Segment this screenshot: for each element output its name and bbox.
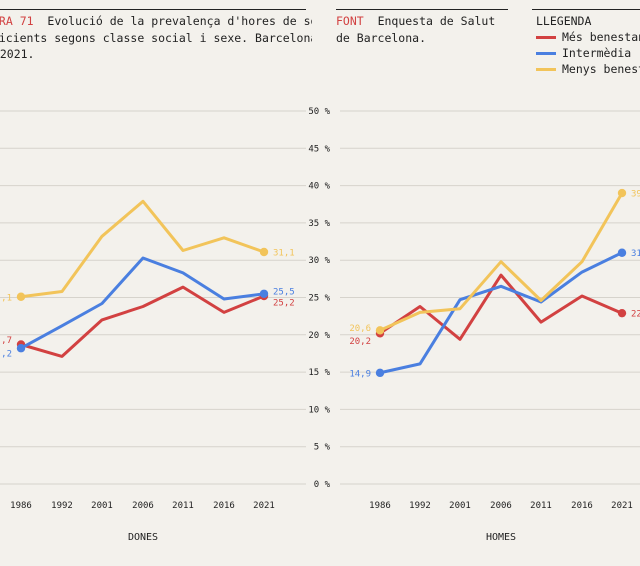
x-tick-label: 2011 (530, 501, 552, 511)
data-label: 31,1 (273, 248, 295, 258)
data-point (617, 188, 627, 198)
y-tick-label: 10 % (308, 405, 330, 415)
y-tick-label: 50 % (308, 107, 330, 117)
x-tick-label: 2001 (449, 501, 471, 511)
series-line (378, 273, 624, 341)
y-tick-label: 35 % (308, 219, 330, 229)
data-label: 25,5 (273, 287, 295, 297)
panel-title: DONES (128, 532, 158, 543)
data-label: ,2 (1, 350, 12, 360)
legend-title: LLEGENDA (536, 14, 592, 28)
x-tick-label: 1992 (51, 501, 73, 511)
data-point (16, 344, 26, 353)
source-caption: FONT Enquesta de Salut de Barcelona. (336, 13, 495, 46)
source-line-2: de Barcelona. (336, 30, 427, 45)
data-label: 20,2 (349, 337, 371, 347)
x-tick-label: 2016 (213, 501, 235, 511)
series-line (19, 256, 266, 350)
x-tick-label: 2006 (490, 501, 512, 511)
legend-item-menys-benestant: Menys benesta (536, 61, 640, 77)
x-tick-label: 2021 (253, 501, 275, 511)
source-tag: FONT (336, 14, 364, 28)
y-tick-label: 15 % (308, 368, 330, 378)
figure-tag: URA 71 (0, 14, 34, 28)
series-line (19, 285, 266, 358)
x-tick-label: 2001 (91, 501, 113, 511)
legend-swatch-red (536, 35, 556, 39)
data-label: 25,2 (273, 299, 295, 309)
data-point (617, 308, 627, 318)
source-line-1: Enquesta de Salut (377, 14, 496, 28)
legend-header-rule (532, 9, 640, 10)
legend-swatch-yellow (536, 67, 556, 71)
source-header-rule (336, 9, 508, 10)
figure-title-line-2: uficients segons classe social i sexe. B… (0, 30, 312, 45)
y-tick-label: 5 % (314, 443, 331, 453)
figure-title-line-3: 6-2021. (0, 47, 35, 61)
data-point (259, 247, 269, 257)
data-label: 22 (631, 310, 640, 320)
legend-label: Menys benesta (562, 62, 640, 76)
data-label: 31 (631, 249, 640, 259)
y-tick-label: 20 % (308, 331, 330, 341)
data-label: ,7 (1, 336, 12, 346)
data-point (259, 289, 269, 298)
legend: LLEGENDA Més benestant Intermèdia Menys … (536, 13, 640, 77)
y-tick-label: 45 % (308, 144, 330, 154)
y-tick-label: 25 % (308, 294, 330, 304)
legend-swatch-blue (536, 51, 556, 55)
legend-item-mes-benestant: Més benestant (536, 29, 640, 45)
x-tick-label: 2021 (611, 501, 633, 511)
y-tick-label: 0 % (314, 480, 331, 490)
data-point (617, 248, 627, 257)
series-line (378, 251, 624, 375)
x-tick-label: 2011 (172, 501, 194, 511)
x-tick-label: 2016 (571, 501, 593, 511)
panel-title: HOMES (486, 532, 516, 543)
series-line (378, 191, 624, 332)
y-tick-label: 40 % (308, 182, 330, 192)
legend-label: Més benestant (562, 30, 640, 44)
x-tick-label: 1986 (369, 501, 391, 511)
figure-header-rule (0, 9, 306, 10)
data-point (375, 326, 385, 335)
data-point (375, 368, 385, 378)
data-label: 14,9 (349, 369, 371, 379)
data-label: 20,6 (349, 324, 371, 334)
x-tick-label: 1992 (409, 501, 431, 511)
data-point (16, 292, 26, 301)
figure-title-line-1: Evolució de la prevalença d'hores de son (47, 14, 312, 28)
legend-item-intermedia: Intermèdia (536, 45, 640, 61)
legend-label: Intermèdia (562, 46, 632, 60)
data-label: 39 (631, 190, 640, 200)
figure-caption: URA 71 Evolució de la prevalença d'hores… (0, 13, 312, 63)
data-label: ,1 (1, 293, 12, 303)
y-tick-label: 30 % (308, 256, 330, 266)
series-line (19, 199, 266, 299)
x-tick-label: 2006 (132, 501, 154, 511)
x-tick-label: 1986 (10, 501, 32, 511)
